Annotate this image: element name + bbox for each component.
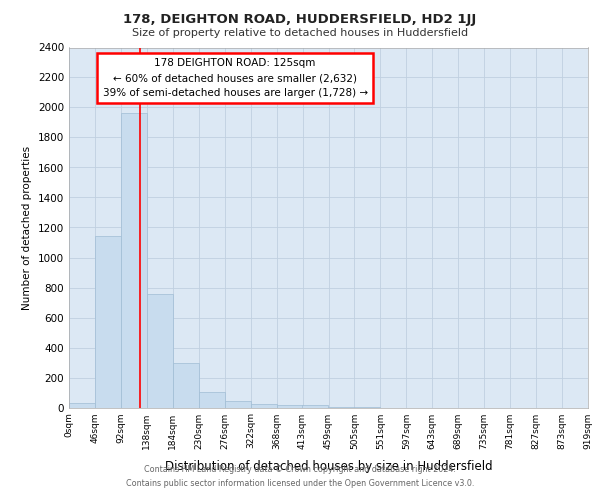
Text: Size of property relative to detached houses in Huddersfield: Size of property relative to detached ho… (132, 28, 468, 38)
Y-axis label: Number of detached properties: Number of detached properties (22, 146, 32, 310)
Bar (277, 404, 302, 407)
Text: 178, DEIGHTON ROAD, HUDDERSFIELD, HD2 1JJ: 178, DEIGHTON ROAD, HUDDERSFIELD, HD2 1J… (124, 12, 476, 26)
Bar (328, 407, 354, 408)
Bar (95, 236, 121, 408)
Bar (199, 392, 224, 407)
Bar (69, 403, 95, 407)
Bar (173, 363, 199, 408)
Bar (121, 114, 147, 408)
Bar (251, 404, 277, 407)
Bar (302, 404, 328, 407)
Text: Contains HM Land Registry data © Crown copyright and database right 2024.
Contai: Contains HM Land Registry data © Crown c… (126, 466, 474, 487)
Bar (225, 401, 251, 407)
Bar (147, 294, 173, 408)
X-axis label: Distribution of detached houses by size in Huddersfield: Distribution of detached houses by size … (164, 460, 493, 473)
Text: 178 DEIGHTON ROAD: 125sqm
← 60% of detached houses are smaller (2,632)
39% of se: 178 DEIGHTON ROAD: 125sqm ← 60% of detac… (103, 58, 368, 98)
Bar (354, 407, 380, 408)
